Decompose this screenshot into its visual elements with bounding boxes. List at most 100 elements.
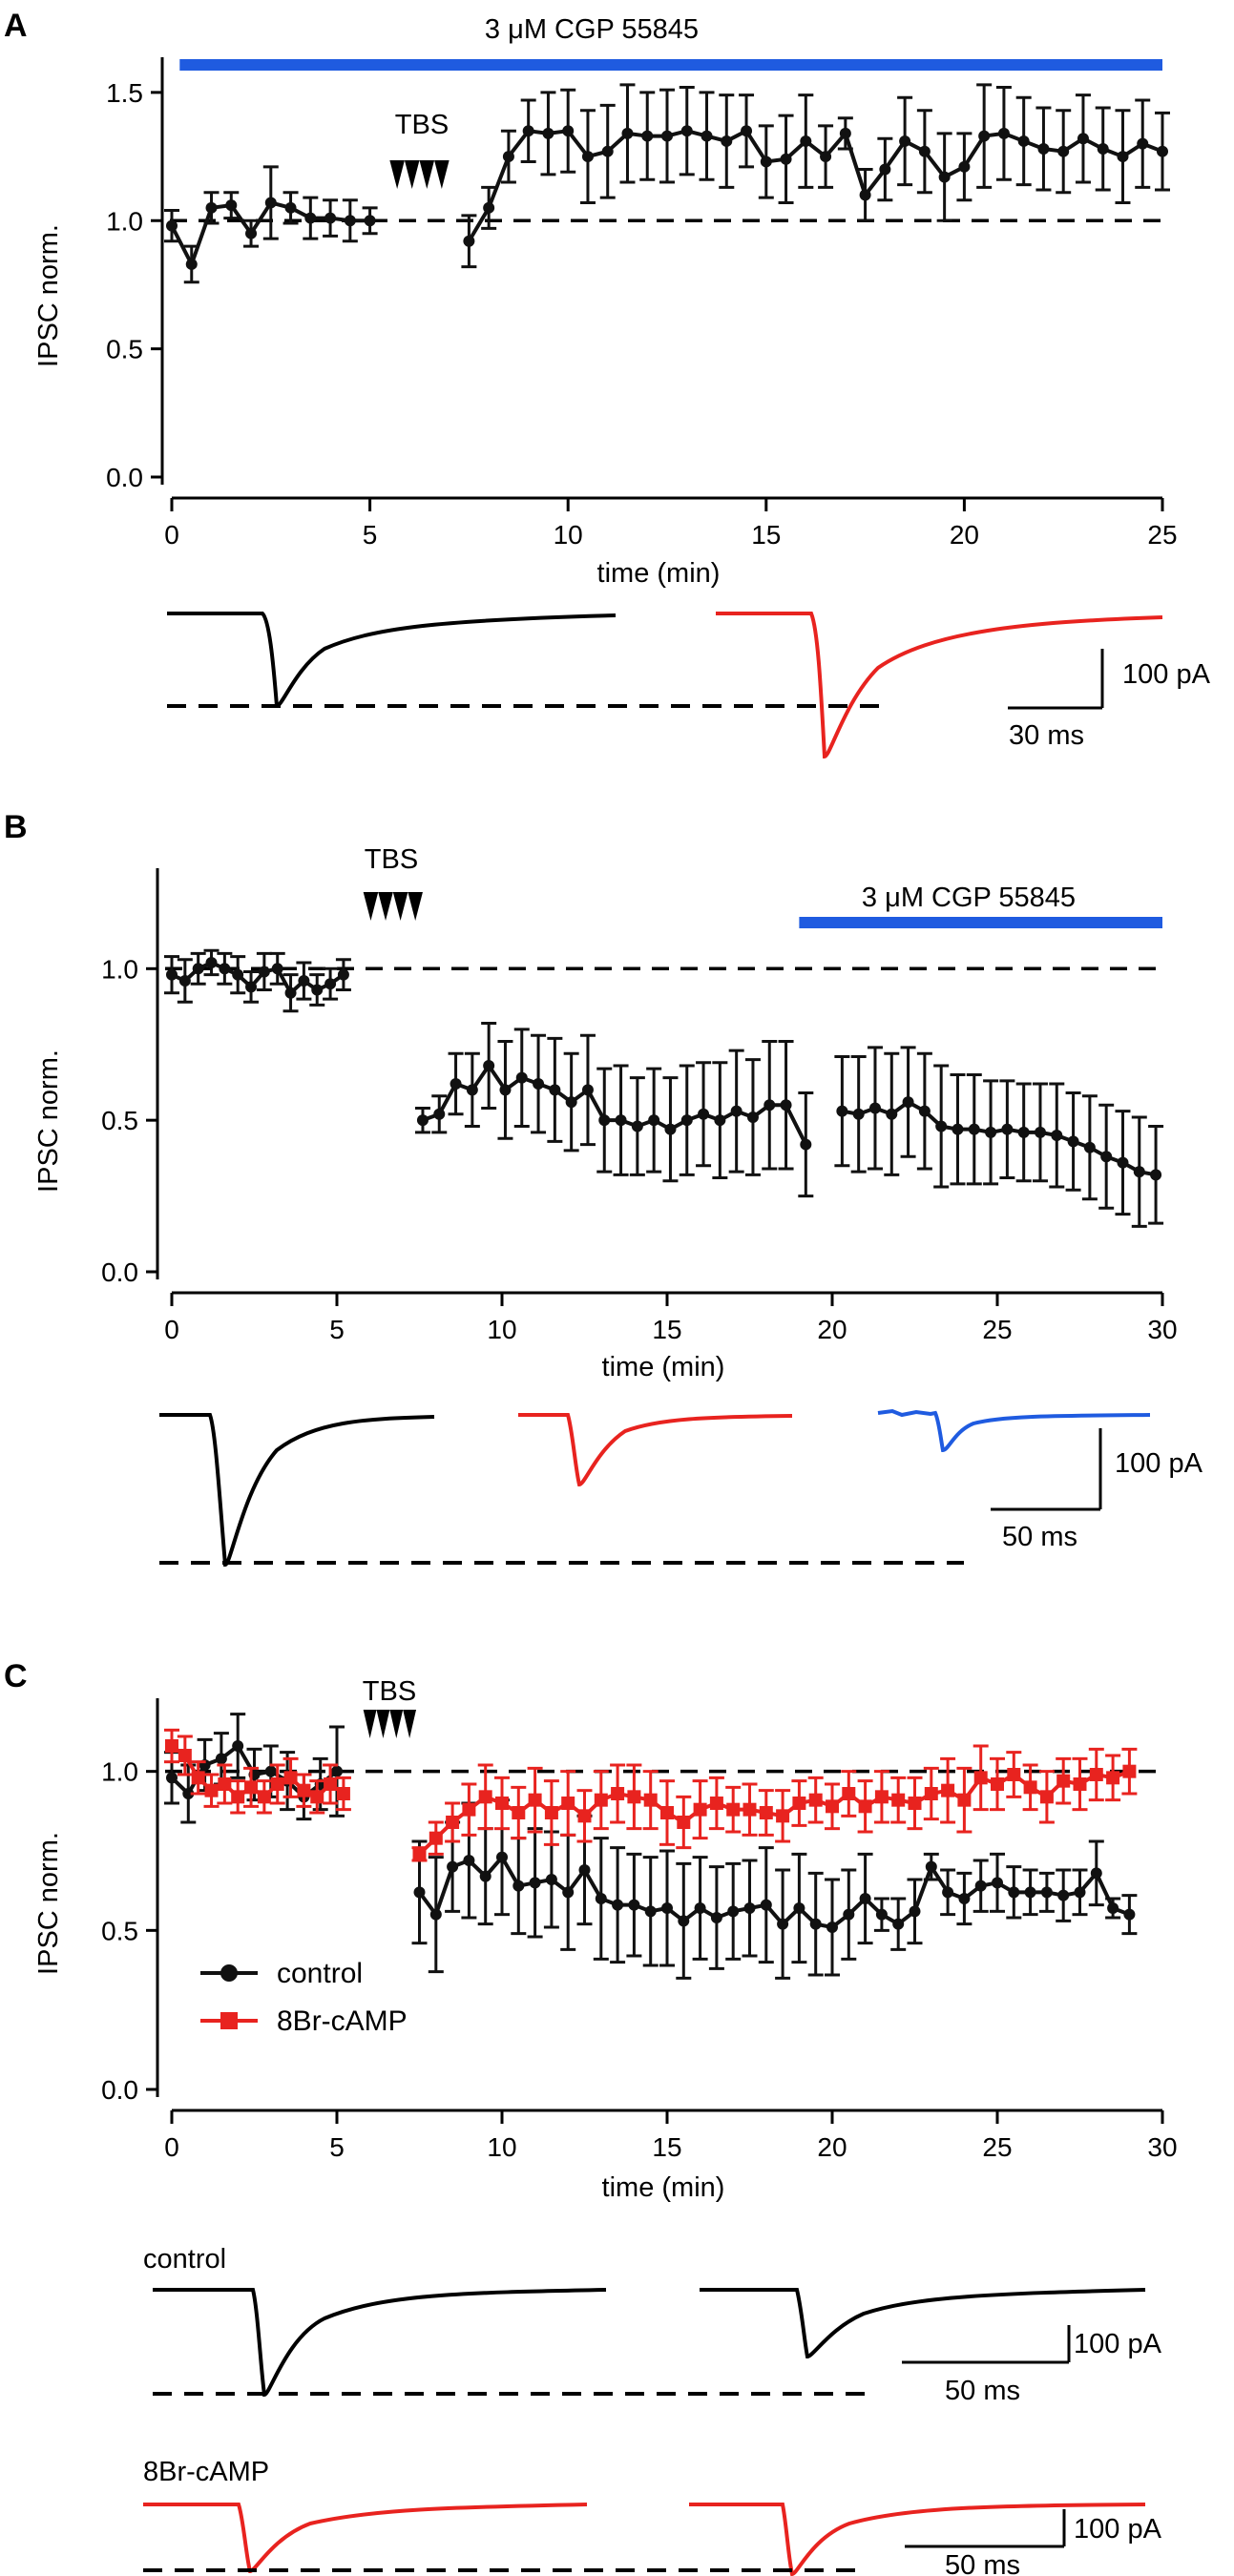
panel-c-control-point-1-12 <box>612 1899 624 1911</box>
panel-b-ipsc-point-1-17 <box>698 1108 710 1120</box>
panel-letter-b: B <box>4 809 28 845</box>
panel-c-8br-camp-point-1-23 <box>792 1797 806 1810</box>
panel-a-xtick-label-3: 15 <box>751 520 781 550</box>
panel-c-tbs-arrow-3 <box>403 1710 417 1738</box>
panel-c-8br-camp-point-1-27 <box>858 1799 872 1814</box>
panel-a-ipsc-point-1-16 <box>780 153 792 165</box>
panel-b-xtick-label-3: 15 <box>652 1315 681 1344</box>
panel-c-control-point-1-25 <box>826 1922 838 1933</box>
panel-b-ipsc-point-1-3 <box>466 1084 478 1096</box>
panel-b-ipsc-point-1-2 <box>450 1078 462 1091</box>
panel-c-control-point-0-0 <box>166 1772 178 1784</box>
panel-c-control-point-1-19 <box>727 1905 740 1918</box>
panel-b-ipsc-point-1-6 <box>515 1071 528 1084</box>
panel-b-ipsc-point-2-3 <box>886 1108 898 1120</box>
panel-c-control-point-1-20 <box>743 1902 756 1914</box>
panel-a-ipsc-point-1-29 <box>1037 143 1050 155</box>
panel-a-ipsc-point-1-32 <box>1097 143 1109 155</box>
panel-c-control-point-1-21 <box>760 1899 772 1911</box>
panel-c-control-point-1-14 <box>644 1905 657 1918</box>
panel-c-8br-camp-point-1-36 <box>1007 1768 1021 1781</box>
panel-letter-c: C <box>4 1658 28 1694</box>
panel-c-8br-camp-point-0-5 <box>231 1790 245 1804</box>
panel-b-tbs-arrow-1 <box>378 892 393 921</box>
panel-c-scalebar-1-y-label: 100 pA <box>1074 2329 1162 2359</box>
panel-c-control-point-1-35 <box>992 1877 1003 1889</box>
panel-c-xtick-label-2: 10 <box>487 2132 516 2162</box>
panel-b-ipsc-point-1-9 <box>565 1096 577 1109</box>
panel-b-ipsc-point-1-11 <box>598 1114 611 1127</box>
panel-c-8br-camp-point-1-13 <box>627 1790 641 1804</box>
panel-b-ytick-label-2: 1.0 <box>101 954 138 984</box>
panel-b-ylabel: IPSC norm. <box>33 1049 64 1193</box>
panel-c-8br-camp-point-1-4 <box>478 1790 492 1804</box>
panel-a-ipsc-point-0-7 <box>304 212 317 224</box>
panel-b-ipsc-point-1-19 <box>730 1105 742 1117</box>
panel-b-ipsc-point-2-9 <box>985 1126 997 1138</box>
panel-c-8br-camp-point-1-7 <box>528 1793 542 1807</box>
panel-c-8br-camp-point-1-10 <box>577 1809 592 1823</box>
panel-c-scalebar-2-x-label: 50 ms <box>945 2550 1020 2576</box>
panel-c-8br-camp-point-1-34 <box>973 1771 988 1785</box>
panel-c-8br-camp-point-0-12 <box>324 1777 338 1791</box>
panel-b-ipsc-point-2-7 <box>952 1123 964 1135</box>
panel-c-8br-camp-point-0-11 <box>310 1790 324 1804</box>
panel-b-ipsc-point-1-12 <box>615 1114 627 1127</box>
panel-c-ytick-label-0: 0.0 <box>101 2075 138 2105</box>
panel-b-ipsc-point-1-5 <box>499 1084 512 1096</box>
panel-a-ipsc-point-0-3 <box>225 199 238 212</box>
panel-b-ipsc-point-1-0 <box>416 1114 429 1127</box>
panel-b-ipsc-point-2-12 <box>1034 1126 1046 1138</box>
panel-a-ipsc-point-1-13 <box>721 135 733 147</box>
panel-a-ipsc-point-1-4 <box>542 127 554 139</box>
panel-b-ipsc-point-1-21 <box>763 1099 776 1111</box>
panel-b-ipsc-point-1-8 <box>549 1084 561 1096</box>
panel-c-tbs-label: TBS <box>363 1676 416 1707</box>
panel-a-ipsc-point-0-2 <box>205 201 218 214</box>
panel-b-ipsc-point-1-20 <box>746 1111 759 1123</box>
panel-c-8br-camp-point-1-30 <box>908 1797 922 1810</box>
panel-a-xtick-label-4: 20 <box>950 520 979 550</box>
panel-c-8br-camp-point-1-37 <box>1023 1780 1037 1795</box>
panel-b-tbs-label: TBS <box>365 844 418 875</box>
panel-c-control-point-1-13 <box>628 1899 640 1911</box>
panel-c-control-point-1-38 <box>1040 1886 1053 1899</box>
panel-b-ipsc-point-2-4 <box>902 1096 914 1109</box>
panel-c-control-point-1-1 <box>429 1908 442 1921</box>
panel-a-ipsc-point-0-8 <box>324 212 337 224</box>
panel-c-xtick-label-0: 0 <box>164 2132 179 2162</box>
panel-c-control-point-1-40 <box>1074 1886 1086 1899</box>
legend-8br-marker <box>220 2012 238 2029</box>
panel-letter-a: A <box>4 8 28 44</box>
panel-a-ipsc-point-1-34 <box>1137 137 1149 150</box>
panel-a-ipsc-point-0-4 <box>245 227 258 239</box>
panel-b-ipsc-point-0-4 <box>219 963 231 975</box>
panel-c-8br-camp-point-1-21 <box>759 1806 773 1819</box>
panel-a-ipsc-point-1-12 <box>701 130 713 142</box>
panel-b-ipsc-point-2-1 <box>852 1108 865 1120</box>
panel-b-scalebar-x-label: 50 ms <box>1002 1522 1077 1552</box>
panel-c-8br-camp-point-1-11 <box>594 1793 608 1807</box>
panel-a-ipsc-point-1-2 <box>502 151 514 163</box>
panel-c-control-point-1-6 <box>512 1880 525 1892</box>
panel-b-ipsc-line-1 <box>422 1063 808 1146</box>
panel-a-ipsc-point-1-24 <box>938 171 951 183</box>
panel-c-8br-camp-point-1-26 <box>842 1787 856 1800</box>
panel-b-ipsc-point-2-6 <box>935 1120 948 1132</box>
panel-a-ipsc-point-1-14 <box>741 125 753 137</box>
panel-c-control-point-0-10 <box>331 1765 343 1777</box>
panel-c-8br-camp-point-1-22 <box>776 1809 790 1823</box>
panel-b-ipsc-point-0-13 <box>337 968 349 981</box>
panel-c-8br-camp-point-1-39 <box>1056 1774 1071 1788</box>
panel-c-8br-camp-point-1-35 <box>991 1777 1004 1791</box>
panel-a-ipsc-line-1 <box>467 129 1163 242</box>
panel-c-control-point-1-2 <box>447 1860 459 1873</box>
panel-c-8br-camp-point-0-13 <box>336 1787 350 1800</box>
panel-c-control-point-1-18 <box>710 1912 722 1923</box>
panel-b-drug-label: 3 μM CGP 55845 <box>862 883 1076 913</box>
panel-a-tbs-label: TBS <box>395 110 449 140</box>
panel-a-ipsc-point-0-10 <box>364 215 376 227</box>
panel-b-ipsc-point-2-18 <box>1133 1166 1145 1178</box>
panel-a-ipsc-point-1-5 <box>562 125 575 137</box>
